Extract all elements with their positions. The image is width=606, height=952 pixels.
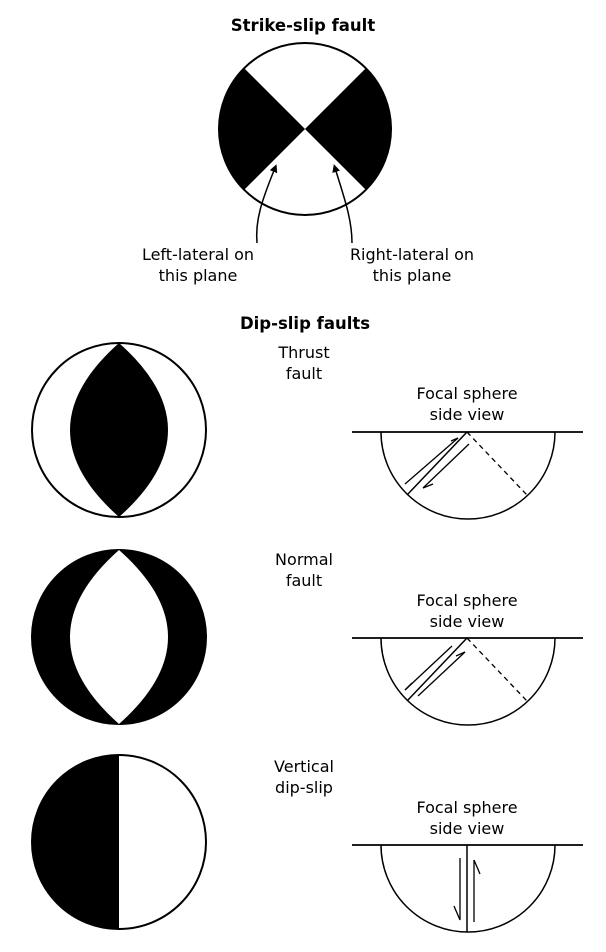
dip-slip-title: Dip-slip faults: [239, 314, 371, 333]
vertical-dip-slip-label: Vertical dip-slip: [274, 756, 334, 798]
vertical-dip-slip-label-line2: dip-slip: [275, 778, 333, 797]
thrust-fault-label-line2: fault: [285, 364, 323, 383]
vertical-side-view: [352, 844, 583, 933]
left-lateral-label: Left-lateral on this plane: [142, 244, 254, 286]
normal-side-view-label: Focal sphere side view: [416, 590, 517, 632]
thrust-fault-beachball: [31, 342, 207, 518]
thrust-side-view-label-line2: side view: [429, 405, 505, 424]
strike-slip-beachball: [218, 42, 392, 216]
vertical-dip-slip-beachball: [31, 754, 207, 930]
thrust-fault-label-line1: Thrust: [278, 343, 330, 362]
normal-side-view-label-line2: side view: [429, 612, 505, 631]
thrust-side-view-label: Focal sphere side view: [416, 383, 517, 425]
normal-side-view-label-line1: Focal sphere: [416, 591, 518, 610]
vertical-dip-slip-label-line1: Vertical: [274, 757, 334, 776]
normal-side-view: [352, 637, 583, 726]
normal-fault-beachball: [31, 549, 207, 725]
right-lateral-label: Right-lateral on this plane: [350, 244, 474, 286]
strike-slip-left-quadrant: [219, 68, 305, 190]
vertical-side-view-label-line2: side view: [429, 819, 505, 838]
thrust-side-view: [352, 431, 583, 520]
thrust-side-view-label-line1: Focal sphere: [416, 384, 518, 403]
strike-slip-title: Strike-slip fault: [230, 16, 376, 35]
left-lateral-arrow: [255, 164, 278, 244]
left-lateral-label-line1: Left-lateral on: [141, 245, 255, 264]
thrust-fault-label: Thrust fault: [278, 342, 329, 384]
right-lateral-arrow: [332, 164, 353, 244]
vertical-side-view-label-line1: Focal sphere: [416, 798, 518, 817]
normal-fault-label-line2: fault: [285, 571, 323, 590]
strike-slip-right-quadrant: [305, 68, 391, 190]
right-lateral-label-line1: Right-lateral on: [349, 245, 475, 264]
normal-fault-label-line1: Normal: [275, 550, 333, 569]
vertical-side-view-label: Focal sphere side view: [416, 797, 517, 839]
right-lateral-label-line2: this plane: [372, 266, 452, 285]
left-lateral-label-line2: this plane: [158, 266, 238, 285]
normal-fault-label: Normal fault: [275, 549, 333, 591]
